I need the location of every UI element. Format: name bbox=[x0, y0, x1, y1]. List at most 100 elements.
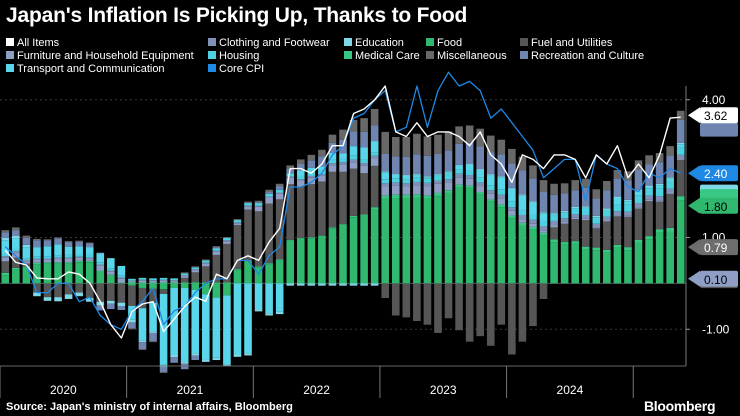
bar-recreation-64 bbox=[676, 119, 685, 143]
value-label-1: 0.79 bbox=[704, 241, 728, 255]
bar-recreation-58 bbox=[613, 178, 622, 197]
bar-misc-44 bbox=[465, 125, 474, 143]
bar-food-34 bbox=[360, 215, 368, 284]
bar-clothing-12 bbox=[128, 280, 136, 282]
value-tab-3 bbox=[700, 197, 738, 214]
bar-housing-40 bbox=[423, 178, 432, 183]
bar-recreation-45 bbox=[476, 146, 484, 170]
bar-medical-53 bbox=[560, 242, 569, 245]
x-tick-label-2020: 2020 bbox=[50, 383, 77, 397]
bar-education-28 bbox=[296, 283, 305, 286]
bar-recreation-25 bbox=[265, 191, 273, 194]
legend-item-fuel: Fuel and Utilities bbox=[520, 37, 612, 49]
bar-food-35 bbox=[370, 209, 379, 284]
bar-clothing-35 bbox=[370, 155, 379, 159]
bar-recreation-8 bbox=[85, 243, 94, 248]
bar-food-38 bbox=[402, 198, 411, 284]
bar-education-12 bbox=[128, 319, 136, 323]
bar-fuel-61 bbox=[645, 201, 653, 237]
bar-furniture-6 bbox=[64, 258, 73, 263]
bar-furniture-21 bbox=[223, 241, 231, 244]
bar-housing-42 bbox=[444, 174, 453, 180]
bar-furniture-32 bbox=[339, 164, 347, 172]
bar-misc-34 bbox=[360, 118, 368, 132]
bar-transport-46 bbox=[486, 175, 495, 186]
chart-legend: All Items Clothing and Footwear Educatio… bbox=[4, 37, 736, 77]
bar-transport-28 bbox=[296, 170, 305, 176]
bar-clothing-7 bbox=[75, 256, 83, 258]
bar-recreation-33 bbox=[349, 131, 358, 147]
bar-education-32 bbox=[339, 283, 347, 286]
bar-recreation-44 bbox=[465, 142, 474, 165]
bar-education-26 bbox=[275, 311, 284, 315]
bar-fuel-63 bbox=[666, 193, 674, 228]
bar-food-54 bbox=[571, 243, 579, 284]
bar-misc-46 bbox=[486, 135, 495, 153]
bar-furniture-53 bbox=[560, 221, 569, 224]
legend-swatch-education bbox=[344, 38, 352, 46]
bar-misc-15 bbox=[159, 371, 168, 373]
bar-clothing-59 bbox=[624, 211, 632, 216]
bar-transport-34 bbox=[360, 147, 368, 160]
bar-clothing-3 bbox=[33, 258, 41, 260]
bar-education-25 bbox=[265, 313, 273, 316]
bar-misc-27 bbox=[286, 165, 295, 169]
bar-misc-45 bbox=[476, 128, 484, 147]
bar-education-33 bbox=[349, 283, 358, 286]
legend-item-misc: Miscellaneous bbox=[426, 50, 507, 62]
bar-food-10 bbox=[107, 275, 115, 284]
bar-clothing-2 bbox=[22, 259, 31, 262]
legend-label-transport: Transport and Communication bbox=[17, 63, 165, 75]
legend-item-transport: Transport and Communication bbox=[6, 63, 165, 75]
bar-medical-10 bbox=[107, 274, 115, 276]
bar-fuel-54 bbox=[571, 219, 579, 242]
bar-fuel-50 bbox=[529, 283, 537, 327]
bar-housing-57 bbox=[603, 209, 611, 217]
bar-recreation-9 bbox=[96, 305, 105, 311]
bar-clothing-48 bbox=[508, 207, 516, 211]
bar-misc-35 bbox=[370, 108, 379, 126]
bar-misc-53 bbox=[560, 183, 569, 194]
bar-housing-60 bbox=[634, 195, 643, 204]
bar-housing-16 bbox=[170, 278, 178, 281]
bar-food-16 bbox=[170, 283, 178, 288]
bar-education-58 bbox=[613, 196, 622, 198]
bar-misc-5 bbox=[54, 237, 62, 239]
bar-furniture-49 bbox=[518, 219, 527, 223]
bar-transport-64 bbox=[676, 144, 685, 148]
bar-misc-43 bbox=[455, 126, 463, 144]
bar-education-1 bbox=[12, 235, 20, 239]
bar-furniture-17 bbox=[180, 276, 189, 278]
bar-housing-46 bbox=[486, 185, 495, 191]
bar-fuel-56 bbox=[592, 228, 601, 248]
bar-food-7 bbox=[75, 262, 83, 284]
bar-furniture-22 bbox=[233, 223, 242, 226]
bar-misc-31 bbox=[328, 134, 337, 143]
bar-recreation-28 bbox=[296, 164, 305, 171]
bar-transport-14 bbox=[149, 302, 157, 332]
bar-medical-48 bbox=[508, 215, 516, 219]
bar-housing-51 bbox=[539, 220, 548, 226]
bar-housing-35 bbox=[370, 152, 379, 156]
value-tab-1 bbox=[700, 239, 738, 256]
bar-fuel-24 bbox=[254, 211, 263, 267]
bar-housing-41 bbox=[434, 175, 442, 181]
bar-transport-47 bbox=[497, 177, 506, 190]
bar-misc-40 bbox=[423, 136, 432, 156]
bar-fuel-45 bbox=[476, 283, 484, 337]
y-tick-label-0: 4.00 bbox=[702, 93, 726, 107]
bar-food-44 bbox=[465, 187, 474, 284]
bar-education-34 bbox=[360, 283, 368, 286]
bar-education-46 bbox=[486, 174, 495, 176]
bar-housing-58 bbox=[613, 204, 622, 212]
bar-misc-13 bbox=[138, 349, 147, 350]
bar-fuel-37 bbox=[391, 283, 400, 316]
bar-housing-6 bbox=[64, 254, 73, 258]
bar-medical-25 bbox=[265, 263, 273, 265]
bar-housing-45 bbox=[476, 177, 484, 183]
bar-recreation-52 bbox=[550, 194, 558, 214]
bar-medical-35 bbox=[370, 207, 379, 210]
bar-misc-14 bbox=[149, 341, 157, 343]
bar-furniture-3 bbox=[33, 259, 41, 263]
bar-misc-1 bbox=[12, 227, 20, 231]
